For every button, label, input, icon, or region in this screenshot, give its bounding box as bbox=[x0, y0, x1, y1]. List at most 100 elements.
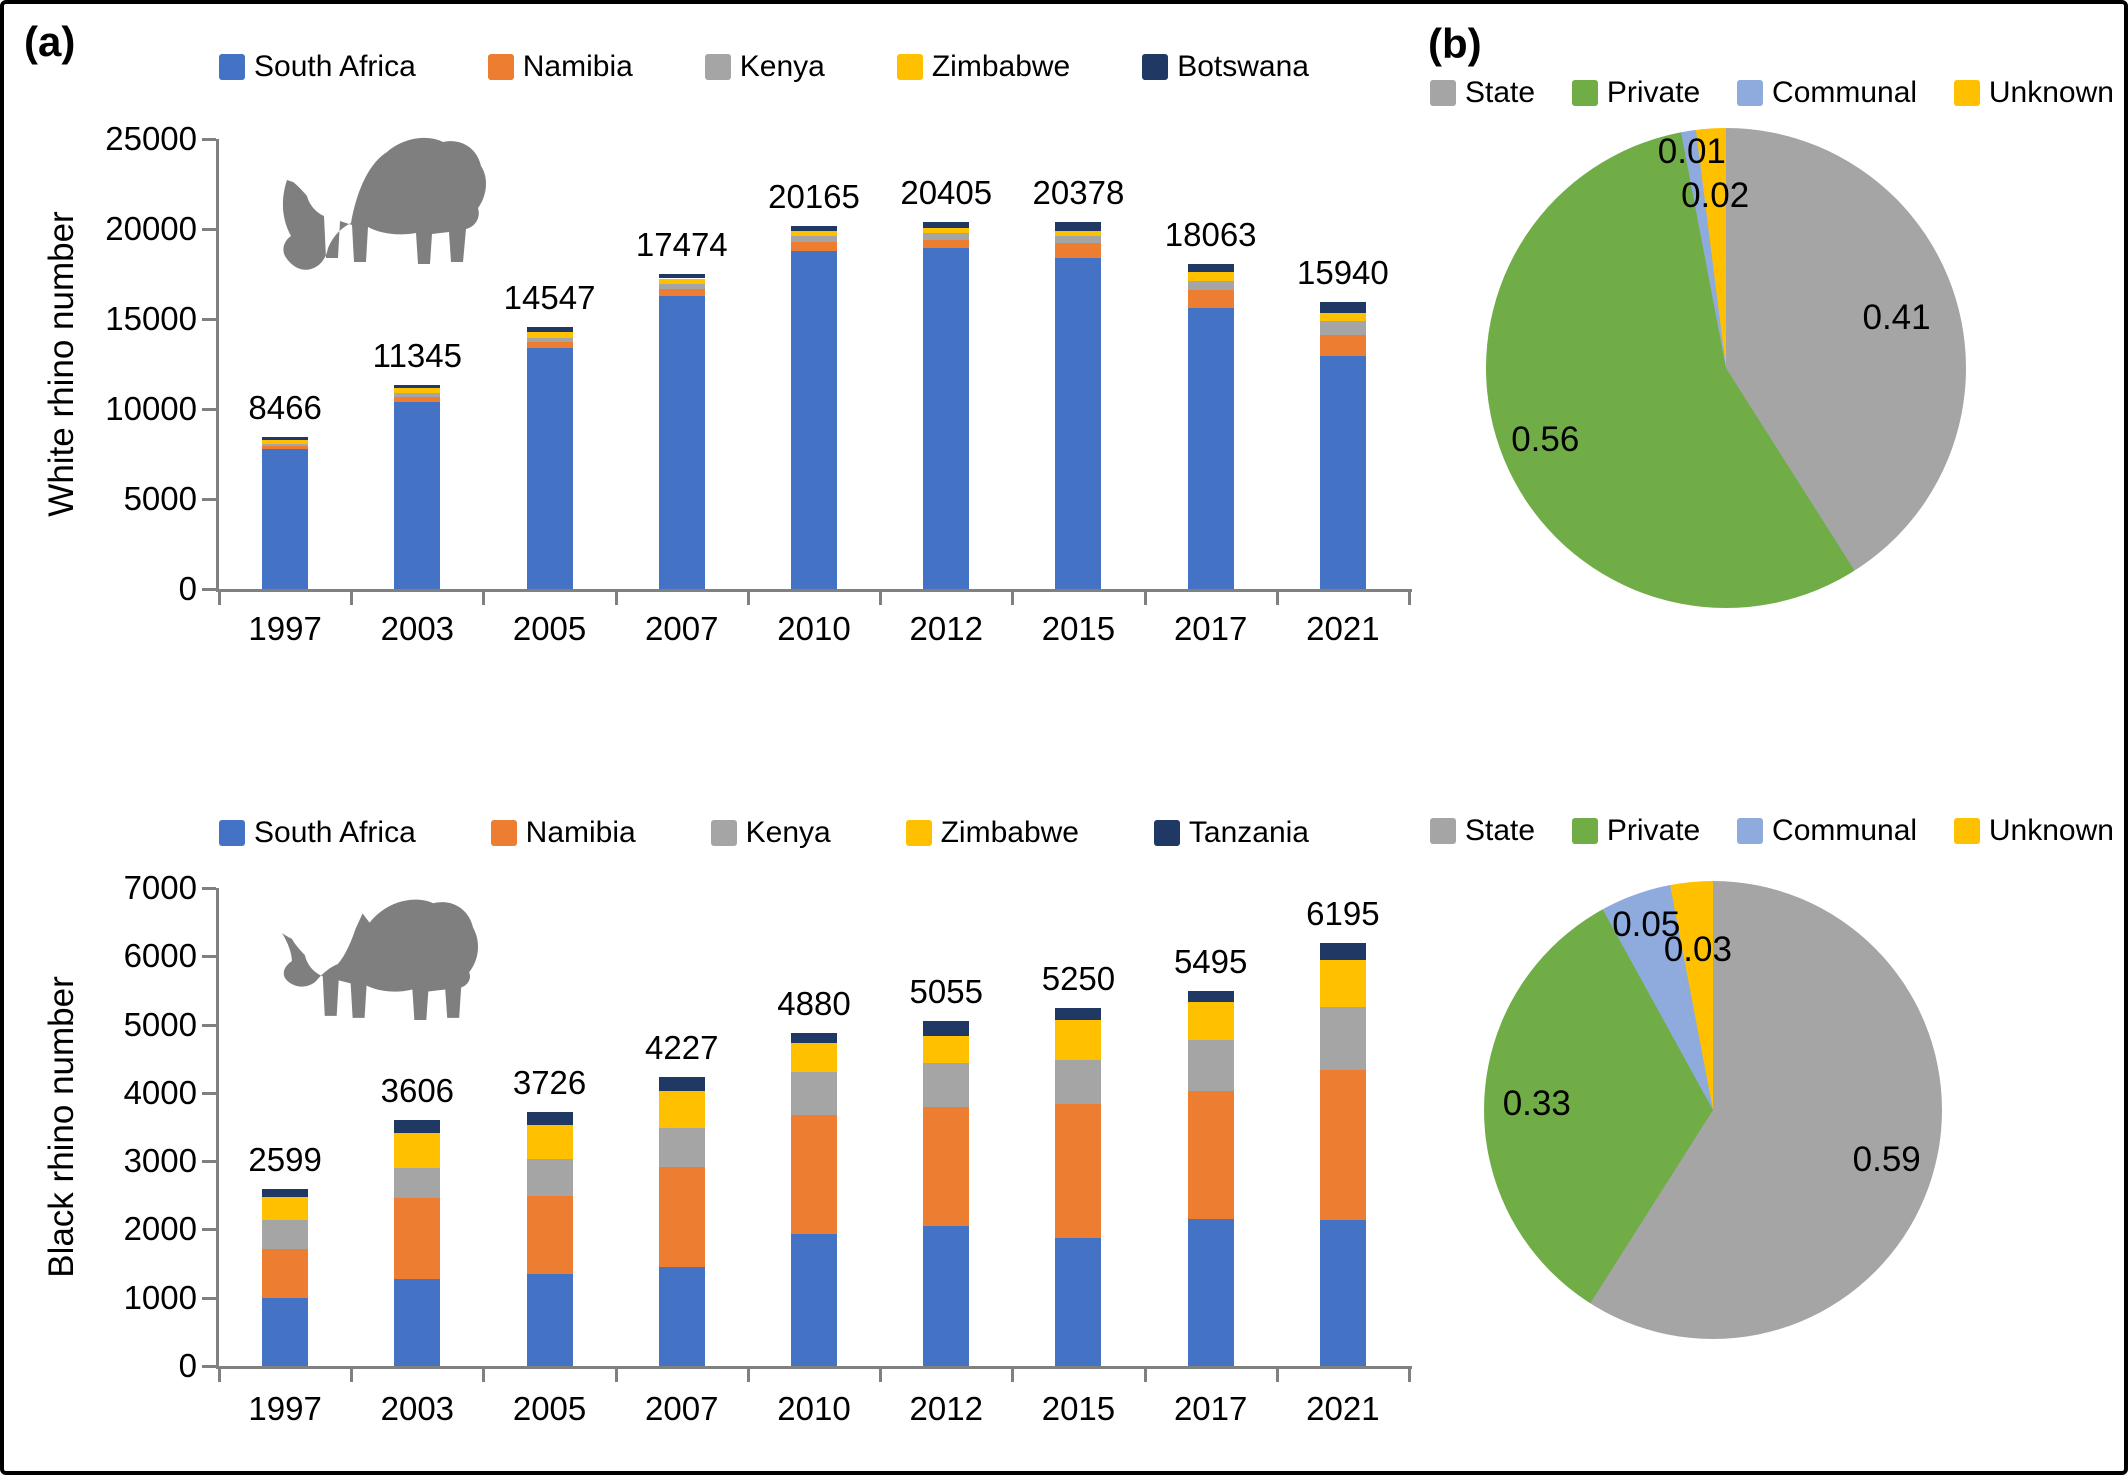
legend-item-zimbabwe: Zimbabwe bbox=[905, 816, 1079, 850]
y-tick-label: 20000 bbox=[105, 210, 197, 247]
y-tick-label: 5000 bbox=[123, 480, 197, 517]
legend-black-rhino-population: South Africa Namibia Kenya Zimbabwe Tanzania bbox=[219, 816, 1309, 850]
bar-segment-namibia bbox=[1319, 1069, 1366, 1220]
y-axis-line bbox=[216, 139, 219, 592]
x-tick-label: 2021 bbox=[1306, 610, 1380, 647]
x-tick-label: 2017 bbox=[1173, 610, 1248, 647]
legend-swatch-icon bbox=[1953, 80, 1980, 106]
bar-total-label: 15940 bbox=[1296, 254, 1389, 292]
bar-total-label: 4227 bbox=[645, 1029, 719, 1067]
white-rhino-bar-chart: South Africa Namibia Kenya Zimbabwe Botswana… bbox=[4, 4, 2124, 1471]
x-tick-label: 2010 bbox=[777, 1390, 851, 1427]
legend-item-zimbabwe: Zimbabwe bbox=[896, 50, 1070, 84]
y-tick-mark bbox=[202, 1160, 216, 1164]
x-tick-mark bbox=[218, 1369, 221, 1382]
x-tick-label: 2003 bbox=[380, 1390, 455, 1427]
bar-total-label: 8466 bbox=[248, 388, 322, 426]
y-tick-label: 6000 bbox=[123, 937, 197, 975]
legend-label: Unknown bbox=[1988, 814, 2114, 847]
legend-label: South Africa bbox=[254, 816, 416, 849]
legend-swatch-icon bbox=[1142, 54, 1169, 80]
bar-segment-botswana bbox=[1319, 302, 1366, 313]
bar-segment-botswana bbox=[1187, 263, 1234, 273]
legend-item-private: Private bbox=[1571, 814, 1701, 848]
bar-segment-south-africa bbox=[394, 401, 441, 589]
x-tick-label: 2007 bbox=[645, 1390, 719, 1427]
pie-value-label-unknown: 0.02 bbox=[1681, 175, 1750, 215]
legend-label: Private bbox=[1606, 76, 1701, 109]
black-rhino-bar-chart: South Africa Namibia Kenya Zimbabwe Tanzania… bbox=[4, 4, 2124, 1471]
bar-segment-south-africa bbox=[526, 1273, 573, 1366]
legend-label: Zimbabwe bbox=[940, 816, 1079, 849]
y-tick-label: 5000 bbox=[123, 1005, 197, 1043]
x-tick-label: 2005 bbox=[512, 1390, 587, 1427]
legend-label: Private bbox=[1606, 814, 1701, 847]
bar-segment-tanzania bbox=[394, 1119, 441, 1134]
legend-label: Botswana bbox=[1177, 50, 1309, 83]
bar-segment-namibia bbox=[262, 1248, 309, 1298]
legend-swatch-icon bbox=[1737, 80, 1764, 106]
y-tick-mark bbox=[202, 498, 216, 501]
bar-segment-zimbabwe bbox=[394, 388, 441, 393]
bar-segment-zimbabwe bbox=[262, 1196, 309, 1220]
bar-total-label: 3726 bbox=[512, 1063, 587, 1101]
white-rhino-silhouette-icon bbox=[267, 122, 507, 282]
x-tick-mark bbox=[879, 592, 883, 605]
x-tick-mark bbox=[350, 1369, 354, 1382]
pie-value-label-communal: 0.05 bbox=[1612, 904, 1681, 944]
bar-segment-zimbabwe bbox=[526, 331, 573, 338]
y-axis-line bbox=[216, 888, 219, 1369]
legend-item-communal: Communal bbox=[1737, 814, 1917, 848]
bar-segment-namibia bbox=[791, 242, 837, 251]
legend-swatch-icon bbox=[905, 820, 932, 846]
bar-segment-kenya bbox=[394, 1167, 441, 1198]
bar-segment-kenya bbox=[923, 233, 970, 240]
y-tick-label: 1000 bbox=[123, 1278, 197, 1316]
bar-segment-kenya bbox=[1187, 280, 1234, 290]
x-tick-mark bbox=[746, 1369, 750, 1382]
bar-segment-tanzania bbox=[658, 1077, 705, 1091]
bar-segment-kenya bbox=[1319, 320, 1366, 336]
bar-total-label: 14547 bbox=[503, 279, 596, 317]
x-tick-mark bbox=[614, 1369, 618, 1382]
bar-segment-zimbabwe bbox=[1319, 960, 1366, 1007]
bar-segment-namibia bbox=[262, 446, 309, 450]
bar-segment-kenya bbox=[658, 1127, 705, 1168]
pie-black-rhino-ownership bbox=[1484, 881, 1942, 1339]
legend-label: Namibia bbox=[525, 816, 636, 849]
bar-total-label: 4880 bbox=[777, 984, 851, 1022]
y-tick-label: 10000 bbox=[105, 390, 197, 427]
bar-total-label: 17474 bbox=[635, 226, 728, 264]
bar-segment-zimbabwe bbox=[262, 439, 309, 444]
legend-label: Tanzania bbox=[1188, 816, 1309, 849]
bar-total-label: 20378 bbox=[1032, 174, 1125, 212]
x-tick-mark bbox=[482, 592, 486, 605]
legend-item-south-africa: South Africa bbox=[219, 816, 416, 850]
legend-white-rhino-ownership: State Private Communal Unknown bbox=[1430, 76, 2114, 110]
legend-label: Unknown bbox=[1988, 76, 2114, 109]
y-tick-mark bbox=[202, 955, 216, 959]
legend-item-kenya: Kenya bbox=[704, 50, 825, 84]
legend-item-namibia: Namibia bbox=[487, 50, 633, 84]
pie-value-label-communal: 0.01 bbox=[1657, 132, 1726, 172]
legend-swatch-icon bbox=[1953, 818, 1980, 844]
legend-item-state: State bbox=[1430, 76, 1535, 110]
bar-segment-south-africa bbox=[262, 449, 309, 589]
bar-segment-south-africa bbox=[1187, 1219, 1234, 1366]
bar-segment-south-africa bbox=[262, 1297, 309, 1366]
legend-swatch-icon bbox=[219, 54, 245, 80]
x-tick-mark bbox=[1275, 592, 1279, 605]
x-tick-label: 2012 bbox=[909, 1390, 983, 1427]
x-tick-label: 2015 bbox=[1041, 610, 1116, 647]
bar-segment-south-africa bbox=[658, 296, 705, 589]
legend-item-unknown: Unknown bbox=[1953, 814, 2114, 848]
x-tick-mark bbox=[350, 592, 354, 605]
legend-swatch-icon bbox=[1737, 818, 1764, 844]
legend-label: Communal bbox=[1772, 814, 1918, 847]
bar-segment-zimbabwe bbox=[1319, 312, 1366, 321]
bar-segment-tanzania bbox=[526, 1111, 573, 1125]
legend-swatch-icon bbox=[487, 54, 514, 80]
bar-segment-namibia bbox=[1319, 335, 1366, 356]
x-tick-mark bbox=[1011, 592, 1015, 605]
